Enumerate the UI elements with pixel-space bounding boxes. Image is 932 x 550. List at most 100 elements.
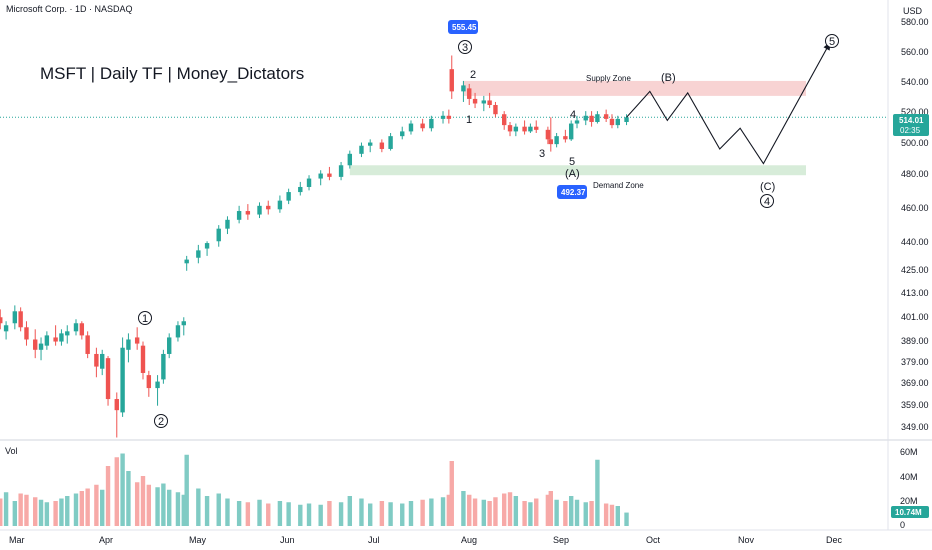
candle-body — [245, 211, 251, 215]
candle-body — [408, 123, 414, 132]
volume-bar — [338, 502, 344, 526]
volume-bar — [53, 501, 58, 526]
high-price-tag — [448, 20, 478, 34]
price-tick: 580.00 — [901, 17, 929, 27]
volume-bar — [24, 494, 29, 526]
candle-body — [120, 347, 125, 413]
candle-body — [493, 105, 498, 115]
volume-bar — [225, 498, 230, 526]
candle-body — [18, 311, 23, 328]
volume-bar — [522, 501, 527, 526]
candle-body — [420, 123, 425, 129]
candle-body — [589, 115, 594, 122]
volume-axis[interactable]: 60M 40M 20M 0 — [900, 447, 918, 530]
candle-body — [347, 153, 353, 166]
price-tick: 520.00 — [901, 107, 929, 117]
subwave-1-label: 1 — [466, 114, 472, 126]
candle-body — [481, 100, 487, 104]
volume-bar — [534, 498, 539, 526]
candle-body — [38, 343, 44, 350]
time-tick: Dec — [826, 535, 843, 545]
supply-zone-box — [463, 80, 806, 96]
candle-body — [624, 117, 629, 122]
candle-body — [400, 131, 405, 137]
volume-bar — [184, 454, 189, 526]
volume-bar — [388, 502, 393, 526]
wave-5-label: 5 — [829, 36, 835, 48]
price-axis[interactable]: 580.00 560.00 540.00 520.00 500.00 480.0… — [901, 17, 929, 432]
subwave-3-label: 3 — [539, 148, 545, 160]
instrument-header: Microsoft Corp. · 1D · NASDAQ — [6, 4, 133, 14]
volume-bar — [216, 493, 221, 526]
volume-bar — [155, 487, 160, 526]
wave-projection-path — [626, 41, 831, 165]
volume-tick: 20M — [900, 496, 918, 506]
last-volume-badge — [891, 506, 929, 518]
price-tick: 425.00 — [901, 265, 929, 275]
volume-bar — [146, 484, 152, 526]
candle-body — [449, 69, 454, 92]
candle-body — [298, 186, 303, 193]
candle-body — [146, 375, 152, 389]
wave-2-label: 2 — [158, 416, 164, 428]
candle-body — [225, 219, 230, 229]
volume-bar — [175, 492, 181, 526]
candle-body — [114, 399, 119, 411]
volume-bar — [548, 491, 553, 526]
candle-body — [563, 136, 568, 140]
candle-body — [134, 337, 140, 344]
candle-body — [175, 325, 181, 338]
time-axis[interactable]: Mar Apr May Jun Jul Aug Sep Oct Nov Dec — [9, 535, 843, 545]
volume-bar — [429, 498, 434, 526]
candle-body — [266, 205, 271, 210]
volume-bar — [100, 489, 105, 526]
candle-body — [446, 115, 452, 119]
volume-bar — [298, 504, 303, 526]
time-tick: May — [189, 535, 207, 545]
candle-body — [534, 126, 539, 130]
volume-bar — [181, 494, 186, 526]
candle-body — [44, 335, 50, 346]
volume-bar — [266, 503, 271, 526]
candle-body — [277, 200, 283, 210]
candle-body — [0, 317, 3, 324]
candle-body — [554, 136, 559, 145]
volume-bar — [545, 494, 551, 526]
volume-bar — [615, 506, 620, 526]
volume-bar — [33, 497, 38, 526]
volume-bar — [327, 501, 332, 526]
candle-body — [327, 173, 332, 177]
candle-body — [204, 243, 210, 249]
demand-zone-box — [349, 165, 806, 176]
volume-bar — [609, 504, 615, 526]
volume-pane-title: Vol — [5, 446, 18, 456]
volume-bar — [359, 498, 364, 526]
volume-bar — [12, 501, 18, 526]
candle-body — [338, 165, 344, 177]
volume-bar — [245, 502, 251, 526]
wave-a-label: (A) — [565, 168, 580, 180]
candle-body — [574, 120, 580, 124]
volume-bar — [318, 504, 323, 526]
wave-4-label: 4 — [764, 196, 770, 208]
volume-bar — [568, 496, 574, 526]
price-tick: 560.00 — [901, 47, 929, 57]
volume-bar — [79, 491, 85, 526]
last-price-value: 514.01 — [899, 116, 924, 125]
candle-body — [501, 114, 507, 126]
volume-bar — [461, 491, 466, 526]
price-tick: 401.00 — [901, 312, 929, 322]
volume-bar — [277, 501, 283, 526]
candle-body — [94, 353, 99, 367]
candle-body — [257, 205, 262, 215]
time-tick: Nov — [738, 535, 755, 545]
price-tick: 369.00 — [901, 378, 929, 388]
time-tick: Oct — [646, 535, 661, 545]
volume-bar — [134, 482, 140, 526]
volume-bar — [603, 503, 609, 526]
demand-zone-label: Demand Zone — [593, 181, 644, 190]
high-price-value: 555.45 — [452, 23, 477, 32]
time-tick: Jul — [368, 535, 380, 545]
volume-bar — [589, 501, 594, 526]
